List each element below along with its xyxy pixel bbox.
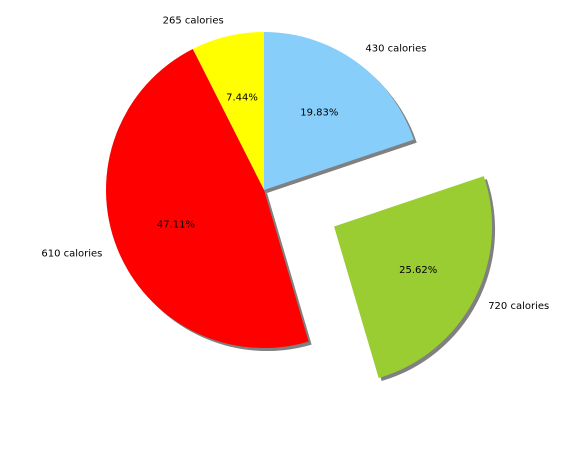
percent-label-720-calories: 25.62% [399,265,437,276]
slice-label-610-calories: 610 calories [41,249,102,260]
pie-slice-720-calories [334,176,493,379]
percent-label-265-calories: 7.44% [226,92,258,103]
percent-label-610-calories: 47.11% [157,219,195,230]
slice-layer [105,32,493,379]
percent-label-430-calories: 19.83% [300,108,338,119]
pie-slice-610-calories [105,48,309,348]
pie-slice-265-calories [192,32,264,190]
slice-label-430-calories: 430 calories [365,43,426,54]
slice-label-720-calories: 720 calories [488,301,549,312]
slice-label-265-calories: 265 calories [163,15,224,26]
pie-slice-430-calories [264,32,414,190]
label-layer: 7.44% 265 calories 47.11% 610 calories 25.62… [41,15,549,312]
